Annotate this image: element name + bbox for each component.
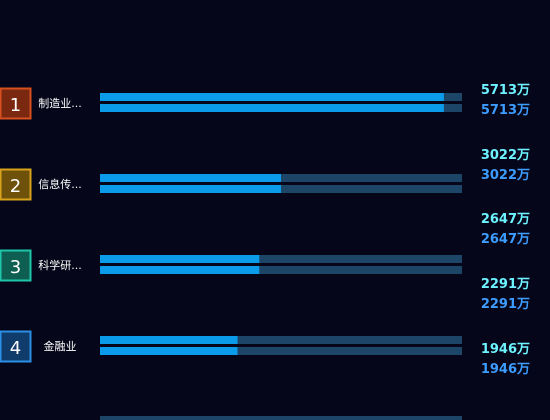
bar [100,185,281,193]
category-label: 制造业... [38,96,82,110]
bar [100,347,238,355]
bar [100,174,281,182]
rank-number: 2 [10,176,21,197]
category-label: 金融业 [44,339,77,353]
value-label-bottom: 2647万 [481,232,530,247]
value-label-top: 3022万 [481,148,530,163]
value-label-top: 2291万 [481,277,530,292]
bar-track [100,336,462,344]
rank-badge [0,330,32,363]
value-label-bottom: 1946万 [481,362,530,377]
rank-number: 3 [10,257,21,278]
bar-track [100,266,462,274]
value-label-top: 5713万 [481,83,530,98]
bar [100,266,260,274]
value-label-bottom: 5713万 [481,103,530,118]
rank-badge [0,87,32,120]
value-label-top: 2647万 [481,212,530,227]
category-label: 科学研... [38,258,82,272]
bar [100,93,444,101]
rank-number: 1 [10,95,21,116]
rank-badge [0,168,32,201]
value-label-bottom: 3022万 [481,168,530,183]
rank-number: 4 [10,338,21,359]
value-label-top: 1946万 [481,342,530,357]
bar [100,104,444,112]
bar-track [100,255,462,263]
bar [100,336,238,344]
rank-badge [0,249,32,282]
bar-track [100,347,462,355]
category-label: 信息传... [38,177,82,191]
bar [100,255,260,263]
value-label-bottom: 2291万 [481,297,530,312]
bar-track [100,416,462,420]
